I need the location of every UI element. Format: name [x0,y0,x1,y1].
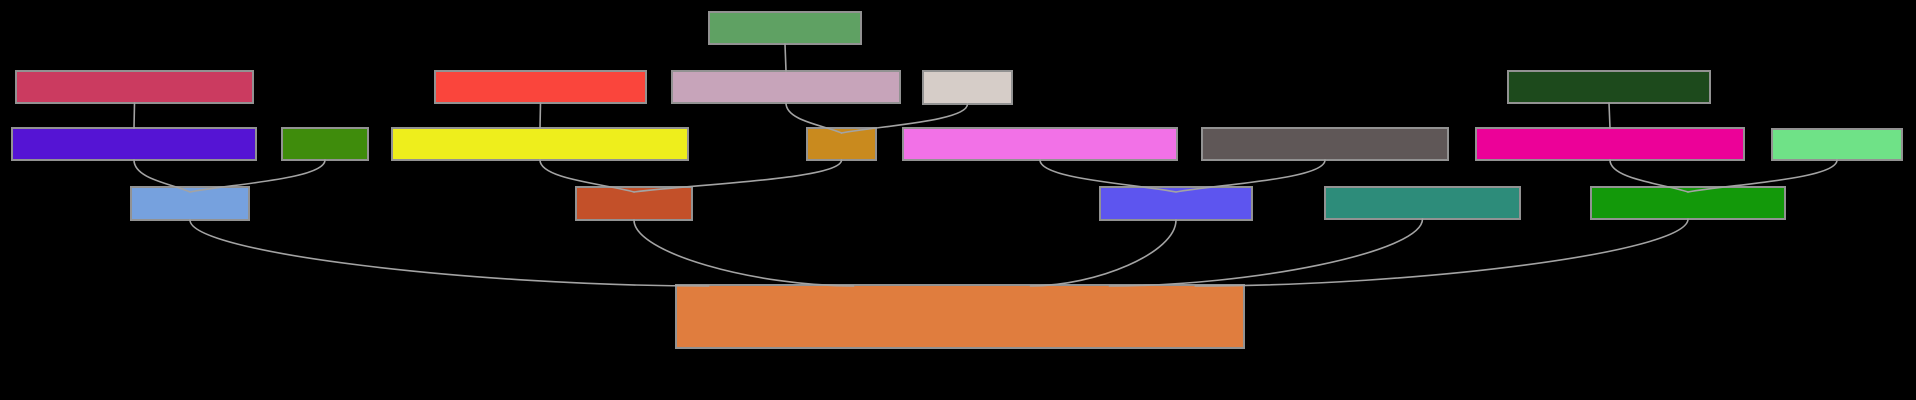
edge-cornflower-blue-to-orange-root [189,219,710,287]
edge-dark-green-to-magenta [1608,102,1611,129]
edge-mauve-to-goldenrod [785,102,843,134]
node-teal[interactable] [1324,186,1521,220]
node-green-top[interactable] [708,11,862,45]
node-crimson[interactable] [15,70,254,104]
edge-light-green-to-green [1687,159,1838,193]
edge-light-gray-to-goldenrod [840,103,969,134]
edge-magenta-to-green [1609,159,1689,193]
edge-chocolate-to-orange-root [633,219,855,287]
edge-goldenrod-to-chocolate [633,159,843,193]
node-light-gray[interactable] [922,70,1013,105]
edges-layer [133,43,1838,287]
edge-green-top-to-mauve [784,43,787,72]
edge-red-to-yellow [539,102,542,129]
node-olive-green[interactable] [281,127,369,161]
edge-dim-gray-to-slate-blue [1175,159,1326,193]
node-orchid[interactable] [902,127,1178,161]
edge-crimson-to-purple [133,102,136,129]
edge-olive-green-to-cornflower-blue [189,159,326,193]
edge-teal-to-orange-root [1108,218,1424,287]
edge-purple-to-cornflower-blue [133,159,191,193]
edge-yellow-to-chocolate [539,159,635,193]
node-red[interactable] [434,70,647,104]
node-light-green[interactable] [1771,128,1903,161]
node-slate-blue[interactable] [1099,186,1253,221]
node-purple[interactable] [11,127,257,161]
nodes-layer [11,11,1903,349]
edge-orchid-to-slate-blue [1039,159,1177,193]
edge-green-to-orange-root [1194,218,1689,287]
node-yellow[interactable] [391,127,689,161]
node-dark-green[interactable] [1507,70,1711,104]
node-magenta[interactable] [1475,127,1745,161]
edge-slate-blue-to-orange-root [1029,219,1177,287]
node-mauve[interactable] [671,70,901,104]
node-dim-gray[interactable] [1201,127,1449,161]
node-orange-root[interactable] [675,284,1245,349]
